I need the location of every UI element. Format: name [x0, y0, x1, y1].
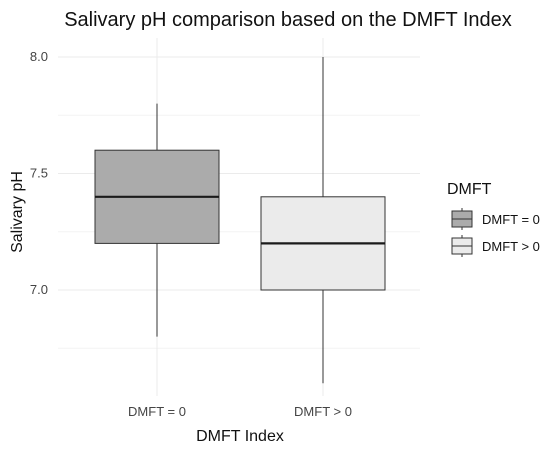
x-tick-label: DMFT > 0 — [294, 404, 352, 419]
tick-layer: 7.0 7.5 8.0 DMFT = 0 DMFT > 0 — [30, 49, 352, 419]
legend: DMFT DMFT = 0 DMFT > 0 — [447, 181, 540, 257]
box-layer — [94, 57, 386, 384]
x-tick-label: DMFT = 0 — [128, 404, 186, 419]
legend-entry: DMFT = 0 — [451, 208, 540, 230]
legend-label: DMFT = 0 — [482, 212, 540, 227]
y-tick-label: 8.0 — [30, 49, 48, 64]
y-tick-label: 7.0 — [30, 282, 48, 297]
legend-entry: DMFT > 0 — [451, 235, 540, 257]
legend-label: DMFT > 0 — [482, 239, 540, 254]
x-axis-title: DMFT Index — [196, 428, 284, 445]
y-axis-title: Salivary pH — [9, 171, 26, 253]
y-tick-label: 7.5 — [30, 166, 48, 181]
legend-title: DMFT — [447, 181, 492, 198]
chart-title: Salivary pH comparison based on the DMFT… — [64, 9, 512, 31]
box-group — [94, 103, 220, 337]
box-group — [260, 57, 386, 384]
legend-entries: DMFT = 0 DMFT > 0 — [451, 208, 540, 257]
